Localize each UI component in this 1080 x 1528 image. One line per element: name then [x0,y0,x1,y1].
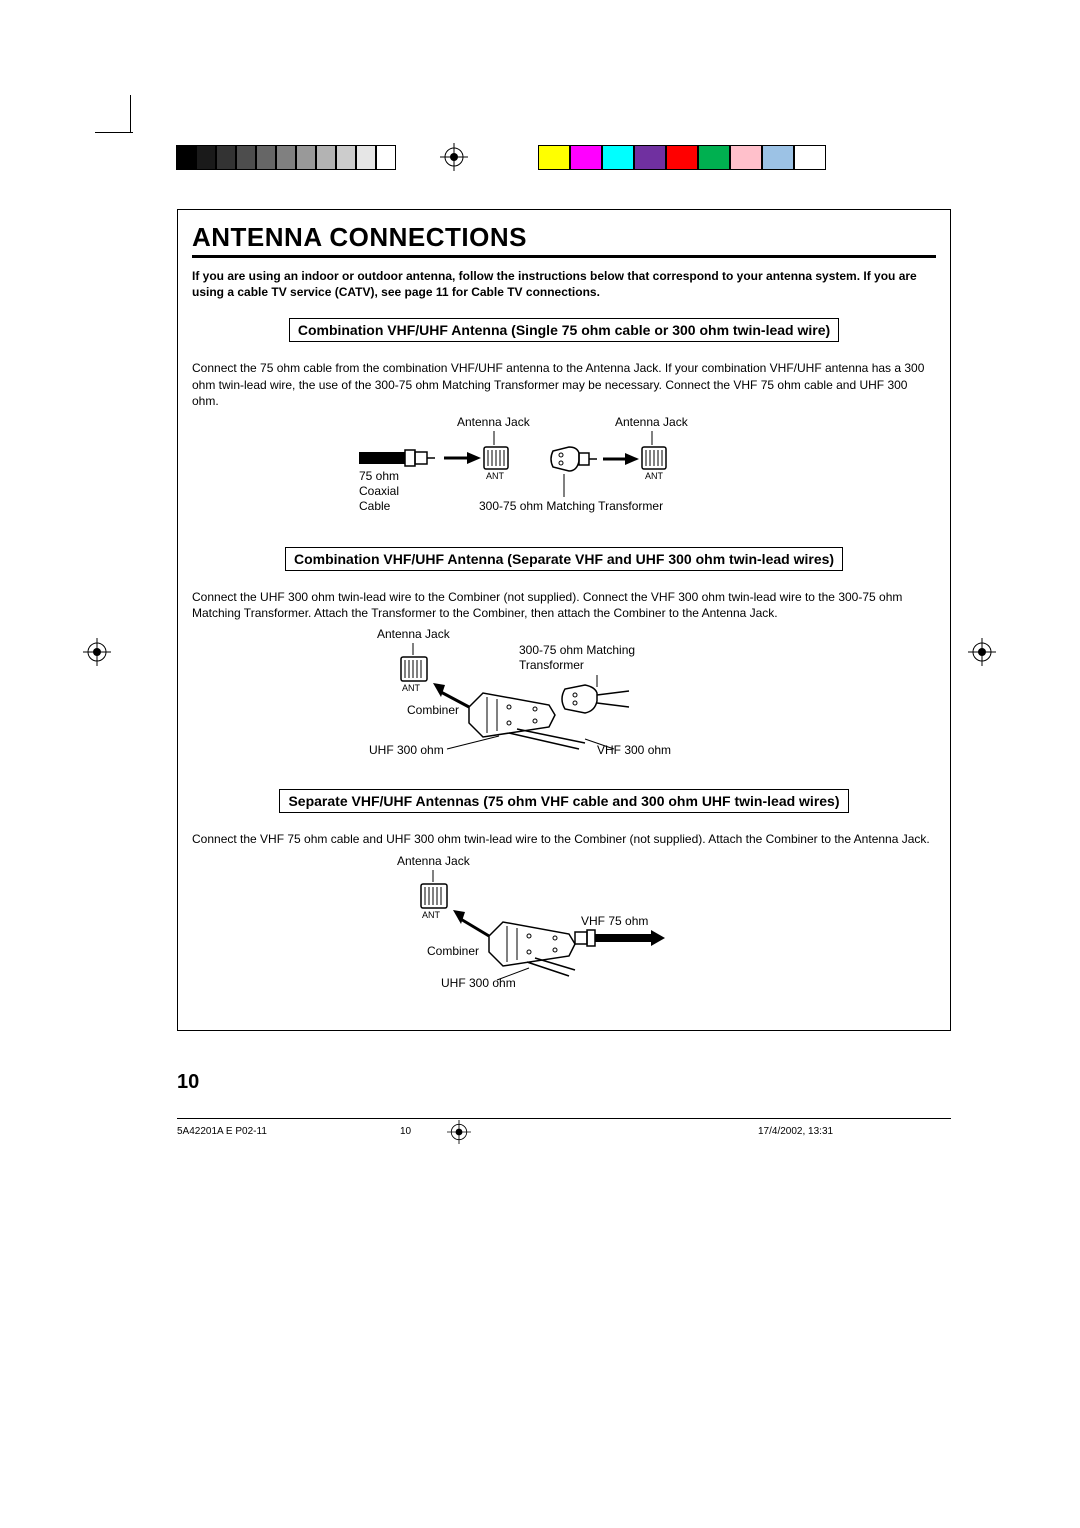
section-heading-wrap: Separate VHF/UHF Antennas (75 ohm VHF ca… [192,789,936,823]
diagram-2: Antenna Jack 300-75 ohm Matching Transfo… [349,631,779,771]
color-step [602,145,634,170]
gray-step [336,145,356,170]
crop-mark [95,132,133,133]
color-step [538,145,570,170]
label-transformer: 300-75 ohm Matching Transformer [519,643,635,673]
label-coax: 75 ohm Coaxial Cable [359,469,399,514]
color-step [762,145,794,170]
label-antenna-jack: Antenna Jack [397,854,470,869]
gray-step [316,145,336,170]
label-vhf300: VHF 300 ohm [597,743,671,758]
section-heading: Combination VHF/UHF Antenna (Separate VH… [285,547,843,571]
section-body: Connect the 75 ohm cable from the combin… [192,360,936,409]
intro-text: If you are using an indoor or outdoor an… [192,268,936,300]
registration-mark-icon [968,638,996,666]
footer: 5A42201A E P02-11 10 17/4/2002, 13:31 [0,1118,1080,1148]
color-step [634,145,666,170]
color-step [698,145,730,170]
color-step [570,145,602,170]
label-vhf75: VHF 75 ohm [581,914,648,929]
gray-step [196,145,216,170]
color-bar-row [538,145,826,170]
footer-doc-id: 5A42201A E P02-11 [177,1126,267,1137]
label-ant: ANT [422,910,440,921]
registration-mark-icon [83,638,111,666]
section-body: Connect the UHF 300 ohm twin-lead wire t… [192,589,936,621]
label-combiner: Combiner [427,944,479,959]
color-step [794,145,826,170]
diagram-3-svg [349,858,779,998]
label-antenna-jack: Antenna Jack [457,415,530,430]
section-body: Connect the VHF 75 ohm cable and UHF 300… [192,831,936,847]
section-heading-wrap: Combination VHF/UHF Antenna (Single 75 o… [192,318,936,352]
color-step [730,145,762,170]
gray-step [376,145,396,170]
section-heading: Separate VHF/UHF Antennas (75 ohm VHF ca… [279,789,848,813]
page-number: 10 [177,1071,199,1094]
diagram-1: Antenna Jack Antenna Jack 75 ohm Coaxial… [349,419,779,529]
label-combiner: Combiner [407,703,459,718]
page: ANTENNA CONNECTIONS If you are using an … [0,0,1080,1528]
gray-step [176,145,196,170]
label-uhf300: UHF 300 ohm [441,976,516,991]
label-transformer: 300-75 ohm Matching Transformer [479,499,663,514]
gray-step [276,145,296,170]
page-title: ANTENNA CONNECTIONS [192,222,936,253]
gray-step [236,145,256,170]
title-underline [192,255,936,258]
gray-step [256,145,276,170]
footer-page: 10 [400,1126,411,1137]
registration-bars [0,145,1080,171]
section-heading-wrap: Combination VHF/UHF Antenna (Separate VH… [192,547,936,581]
label-uhf300: UHF 300 ohm [369,743,444,758]
footer-rule [177,1118,951,1119]
label-ant: ANT [402,683,420,694]
label-antenna-jack: Antenna Jack [615,415,688,430]
footer-timestamp: 17/4/2002, 13:31 [758,1126,833,1137]
label-ant: ANT [645,471,663,482]
registration-mark-icon [440,143,468,171]
section-heading: Combination VHF/UHF Antenna (Single 75 o… [289,318,839,342]
gray-step-wedge [176,145,396,170]
label-ant: ANT [486,471,504,482]
gray-step [296,145,316,170]
color-step [666,145,698,170]
crop-mark [130,95,131,133]
registration-mark-icon [447,1120,475,1148]
gray-step [216,145,236,170]
diagram-3: Antenna Jack ANT VHF 75 ohm Combiner UHF… [349,858,779,998]
gray-step [356,145,376,170]
content-frame: ANTENNA CONNECTIONS If you are using an … [177,209,951,1031]
label-antenna-jack: Antenna Jack [377,627,450,642]
